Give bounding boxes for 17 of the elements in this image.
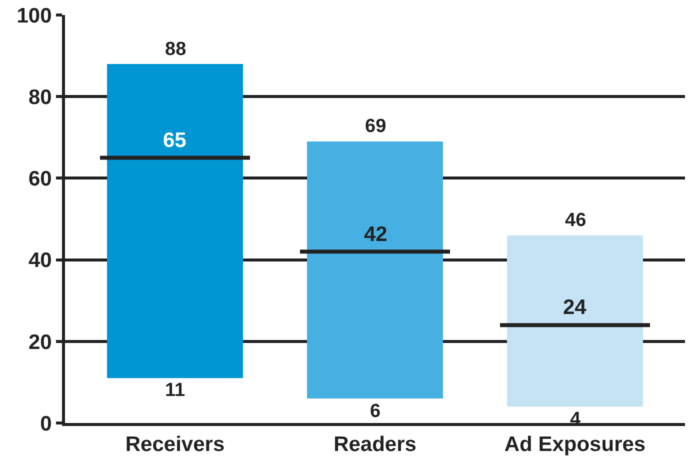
x-tick-label: Receivers [125, 433, 225, 456]
annotation: 46 [565, 210, 586, 231]
x-tick-label: Ad Exposures [504, 433, 646, 456]
annotation: 65 [163, 129, 187, 152]
y-tick-label: 40 [28, 249, 52, 272]
annotation: 42 [364, 223, 388, 246]
y-tick-label: 0 [40, 412, 52, 436]
y-tick-label: 60 [28, 168, 52, 191]
annotation: 24 [563, 296, 587, 319]
annotation: 88 [165, 39, 186, 60]
annotation: 69 [365, 116, 386, 137]
annotation: 11 [165, 380, 186, 401]
y-tick-label: 100 [16, 4, 52, 28]
annotation: 6 [370, 401, 381, 422]
y-tick-label: 20 [28, 330, 52, 354]
x-tick-label: Readers [334, 433, 416, 456]
y-tick-label: 80 [28, 86, 52, 109]
